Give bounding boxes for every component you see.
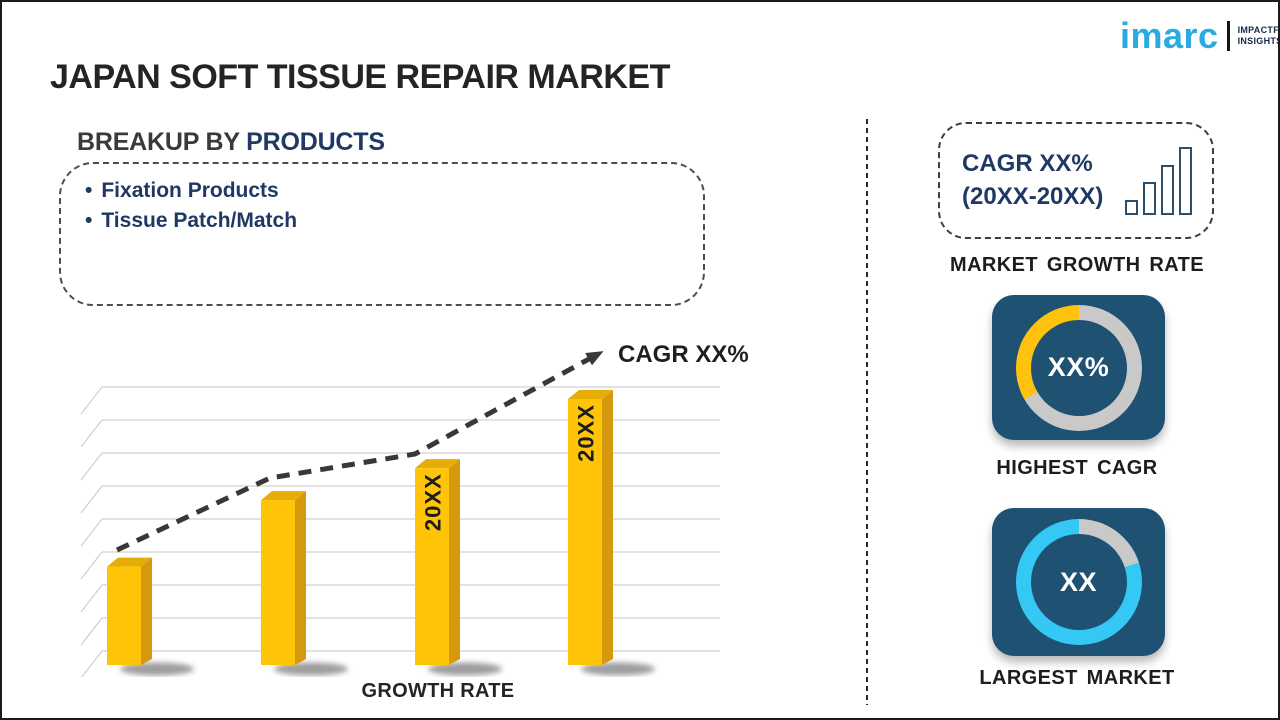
list-item: • Tissue Patch/Match — [85, 206, 679, 236]
largest-market-label: LARGEST MARKET — [979, 667, 1175, 689]
breakup-heading-prefix: BREAKUP BY — [77, 128, 247, 156]
logo-tagline-line2: INSIGHTS — [1237, 36, 1280, 46]
highest-cagr-donut: XX% — [1015, 304, 1142, 431]
bar-top-face — [568, 390, 613, 399]
gridline-depth-tick — [80, 485, 103, 514]
breakup-heading-highlight: PRODUCTS — [246, 128, 385, 156]
cagr-card-line1: CAGR XX% — [962, 150, 1093, 178]
chart-axis-label: GROWTH RATE — [361, 680, 515, 702]
bullet-icon: • — [85, 209, 93, 233]
trend-cagr-label: CAGR XX% — [618, 341, 749, 368]
donut-hole: XX% — [1030, 319, 1127, 416]
bar-chart-icon — [1125, 146, 1192, 215]
bar-shadow — [120, 662, 194, 676]
bar-side-face — [449, 459, 460, 665]
gridline-depth-tick — [80, 386, 103, 415]
largest-market-value: XX — [1059, 566, 1098, 597]
highest-cagr-label: HIGHEST CAGR — [996, 457, 1158, 479]
logo-tagline: IMPACTFUL INSIGHTS — [1237, 25, 1280, 47]
bullet-icon: • — [85, 179, 93, 202]
donut-hole: XX — [1030, 534, 1127, 630]
bar-top-face — [415, 459, 460, 469]
gridline-depth-tick — [80, 518, 103, 547]
bar-chart-icon-bar — [1125, 199, 1138, 215]
imarc-logo: imarc IMPACTFUL INSIGHTS — [1120, 15, 1280, 56]
bar — [568, 399, 602, 665]
bar-chart-icon-bar — [1143, 181, 1156, 215]
cagr-card-line2: (20XX-20XX) — [962, 182, 1104, 210]
gridline-depth-tick — [81, 650, 103, 677]
bar — [107, 566, 141, 665]
product-item-label: Fixation Products — [101, 179, 279, 202]
bar-shadow — [428, 662, 502, 676]
bar — [415, 468, 449, 665]
gridline-depth-tick — [80, 584, 103, 613]
gridline-depth-tick — [80, 617, 103, 646]
gridline-depth-tick — [80, 551, 103, 580]
bar-chart-icon-bar — [1179, 146, 1192, 215]
largest-market-donut: XX — [1015, 519, 1142, 645]
bar-shadow — [274, 662, 348, 676]
bar-top-face — [261, 491, 306, 501]
bar-side-face — [602, 390, 613, 665]
bar-shadow — [581, 662, 655, 676]
products-box: • Fixation Products • Tissue Patch/Match — [59, 162, 705, 306]
highest-cagr-card: XX% — [992, 295, 1165, 440]
bar-year-label: 20XX — [574, 404, 599, 462]
cagr-card: CAGR XX% (20XX-20XX) — [938, 122, 1214, 239]
bar — [261, 500, 295, 665]
page-title: JAPAN SOFT TISSUE REPAIR MARKET — [50, 58, 670, 96]
section-divider — [866, 119, 868, 705]
logo-divider — [1226, 21, 1230, 51]
growth-bar-chart: 20XX 20XX — [80, 350, 720, 677]
list-item: • Fixation Products — [85, 176, 679, 206]
bar-side-face — [295, 491, 306, 665]
cagr-card-text: CAGR XX% (20XX-20XX) — [962, 148, 1103, 213]
bar-year-label: 20XX — [421, 473, 446, 531]
product-item-label: Tissue Patch/Match — [101, 209, 298, 233]
market-growth-rate-label: MARKET GROWTH RATE — [950, 254, 1204, 276]
gridline-depth-tick — [80, 419, 103, 448]
imarc-logo-wordmark: imarc — [1120, 15, 1219, 56]
trend-line — [115, 350, 604, 553]
largest-market-card: XX — [992, 508, 1165, 656]
gridline-depth-tick — [80, 452, 103, 481]
breakup-heading: BREAKUP BY PRODUCTS — [77, 128, 385, 157]
bar-side-face — [141, 557, 152, 665]
bar-top-face — [107, 557, 152, 567]
logo-tagline-line1: IMPACTFUL — [1237, 25, 1280, 36]
bar-chart-icon-bar — [1161, 164, 1174, 215]
highest-cagr-value: XX% — [1047, 352, 1110, 382]
